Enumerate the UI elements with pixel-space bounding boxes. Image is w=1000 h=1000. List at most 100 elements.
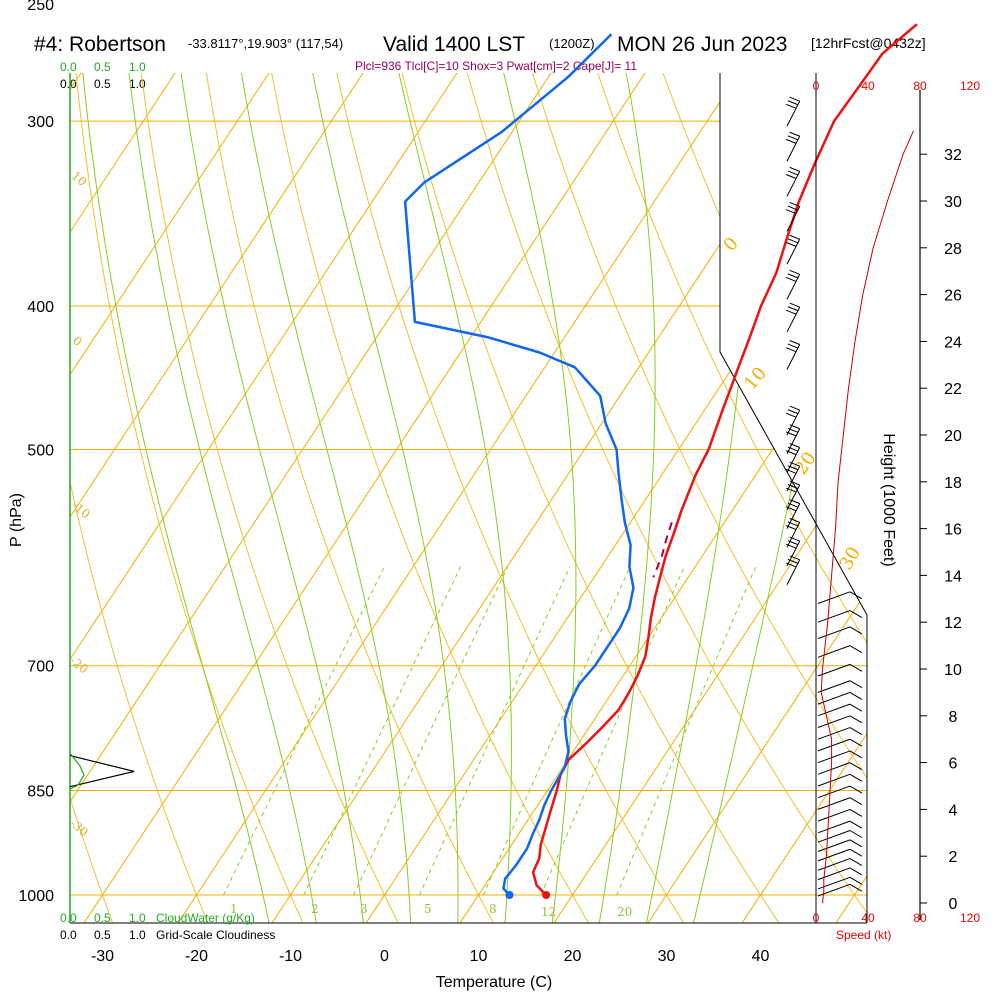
top-cloudwater-tick-2: 1.0 (129, 60, 146, 74)
temperature-tick-label: -20 (185, 948, 208, 965)
height-tick-label: 12 (944, 615, 962, 632)
dry-adiabat-label-0: 0 (70, 333, 85, 349)
wind-barb-shaft (817, 715, 851, 728)
wind-barb-feather (785, 276, 797, 282)
pressure-tick-label: 1000 (18, 888, 54, 905)
dry-adiabat-label-neg10: -10 (69, 498, 93, 521)
top-cloudwater-tick-0: 0.0 (60, 60, 77, 74)
wind-barb-feather (787, 343, 799, 349)
mixing-ratio-line (419, 566, 571, 896)
isotherm-line (719, 73, 867, 923)
wind-barb-shaft (786, 171, 801, 197)
moist-adiabat-line (378, 73, 512, 923)
wind-barb-feather (849, 645, 863, 654)
temperature-axis: -30 -20 -10 0 10 20 30 40 (91, 948, 770, 965)
wind-barb-feather (849, 839, 863, 848)
speed-bottom-tick-80: 80 (913, 911, 927, 925)
dry-adiabat-label-10: 10 (69, 169, 90, 190)
moist-adiabat-label-30: 30 (835, 543, 865, 573)
wind-barb-shaft (786, 428, 801, 454)
mixing-ratio-label-12: 12 (541, 905, 556, 919)
wind-speed-line (820, 130, 914, 904)
profile-layer (69, 23, 918, 899)
dry-adiabat-lines (70, 73, 867, 923)
moist-adiabat-line (74, 73, 271, 923)
dry-adiabat-line (70, 73, 115, 923)
wind-barb-shaft (786, 484, 801, 511)
height-tick-label: 2 (949, 849, 958, 866)
wind-barb-shaft (817, 830, 851, 843)
wind-barb-feather (849, 797, 863, 806)
wind-barb-feather (849, 867, 863, 876)
isotherm-line (70, 73, 239, 923)
mixing-ratio-line (223, 566, 385, 896)
temperature-axis-label: Temperature (C) (436, 974, 552, 991)
height-tick-label: 26 (944, 288, 962, 305)
wind-barb-shaft (786, 136, 801, 162)
wind-barb-shaft (817, 883, 851, 897)
pressure-tick-label: 700 (27, 659, 54, 676)
wind-barb-feather (785, 103, 797, 109)
wind-barb-feather (849, 858, 863, 867)
wind-barb-shaft (817, 750, 851, 764)
top-cloudwater-tick-1: 0.5 (94, 60, 111, 74)
wind-barb-feather (849, 883, 863, 892)
temperature-line (531, 23, 918, 896)
moist-adiabat-line (294, 73, 459, 923)
stability-indices: Plcl=936 Tlcl[C]=10 Shox=3 Pwat[cm]=2 Ca… (355, 59, 637, 73)
wind-barb-shaft (817, 797, 851, 810)
speed-top-tick-0: 0 (813, 79, 820, 93)
wind-barb-shaft (786, 522, 801, 548)
dry-adiabat-line (504, 73, 867, 923)
pressure-axis-label: P (hPa) (8, 493, 25, 547)
dewpoint-line (403, 33, 635, 896)
temperature-tick-label: 20 (564, 948, 582, 965)
isopleth-labels: 0 10 20 30 10 0 -10 -20 -30 1 2 3 5 8 12… (67, 169, 865, 919)
height-tick-label: 22 (944, 381, 962, 398)
mixing-ratio-line (353, 566, 509, 896)
moist-adiabat-line (598, 73, 656, 923)
forecast-info: [12hrFcst@0432z] (811, 35, 926, 51)
isotherm-line (343, 73, 867, 923)
wind-barb-shaft (786, 274, 801, 300)
wind-barb-feather (849, 591, 863, 600)
wind-barb-shaft (817, 773, 851, 787)
temperature-tick-label: 30 (658, 948, 676, 965)
wind-barb-feather (849, 773, 863, 782)
bottom-cloudwater-scale: 0.0 0.5 1.0 CloudWater (g/Kg) (60, 911, 255, 925)
wind-barb-feather (849, 848, 863, 857)
isotherm-line (70, 73, 521, 923)
isotherm-line (0, 0, 50, 956)
temperature-tick-label: 0 (380, 948, 389, 965)
pressure-tick-label: 850 (27, 784, 54, 801)
isotherm-line (70, 73, 333, 923)
height-tick-label: 20 (944, 428, 962, 445)
height-tick-label: 6 (949, 756, 958, 773)
surface-temperature-marker (542, 891, 551, 899)
dry-adiabat-line (567, 73, 867, 923)
moist-adiabat-line (226, 73, 412, 923)
mixing-ratio-label-5: 5 (424, 902, 432, 916)
wind-barb-feather (849, 820, 863, 829)
wind-barb-feather (787, 273, 799, 279)
wind-barb-shaft (786, 206, 801, 232)
mixing-ratio-line (540, 566, 685, 896)
wind-barb-shaft (786, 559, 801, 585)
plot-background (0, 0, 867, 956)
wind-barb-feather (849, 809, 863, 817)
moist-adiabat-lines (74, 73, 867, 923)
temperature-tick-label: 40 (752, 948, 770, 965)
forecast-date: MON 26 Jun 2023 (617, 33, 787, 56)
height-tick-label: 0 (949, 896, 958, 913)
wind-barb-shaft (817, 663, 851, 677)
wind-barb-feather (849, 762, 863, 771)
wind-barb-shaft (786, 100, 801, 127)
wind-barbs (785, 96, 863, 897)
wind-barb-shaft (817, 727, 851, 740)
wind-barb-feather (785, 138, 797, 144)
wind-barb-feather (789, 269, 800, 275)
wind-barb-feather (849, 876, 863, 885)
pressure-tick-label: 400 (27, 299, 54, 316)
top-cloudiness-tick-1: 0.5 (94, 77, 111, 91)
